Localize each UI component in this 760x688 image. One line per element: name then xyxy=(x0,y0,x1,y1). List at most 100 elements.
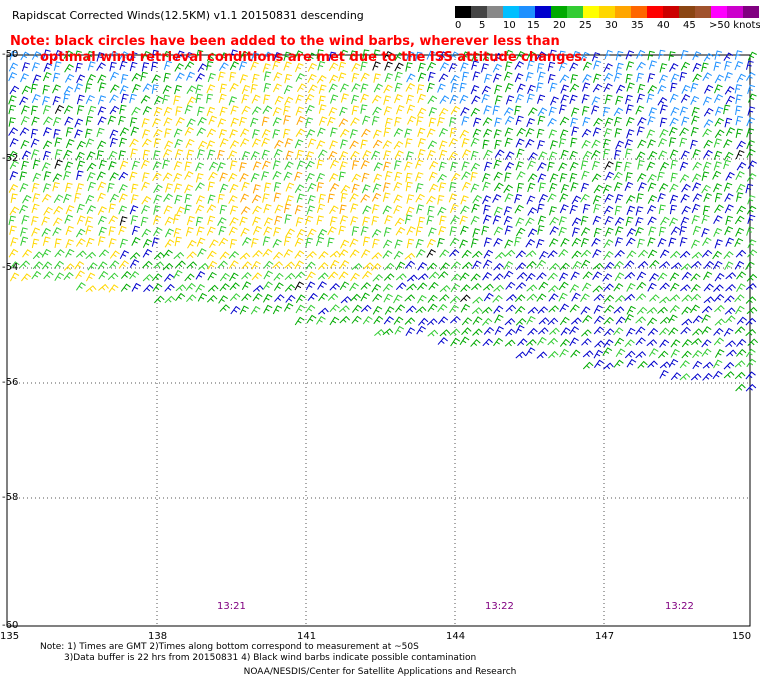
wind-barb xyxy=(504,172,512,182)
wind-barb xyxy=(120,270,132,279)
wind-barb xyxy=(669,117,679,127)
wind-barb xyxy=(701,348,712,357)
wind-barb xyxy=(262,105,273,114)
wind-barb xyxy=(307,228,317,238)
wind-barb xyxy=(569,161,579,171)
wind-barb xyxy=(338,249,349,258)
wind-barb xyxy=(580,160,588,170)
wind-barb xyxy=(536,203,545,214)
wind-barb xyxy=(219,283,230,292)
wind-barb xyxy=(64,214,73,224)
wind-barb xyxy=(559,129,569,139)
wind-barb xyxy=(173,160,183,171)
wind-barb xyxy=(252,225,262,235)
wind-barb xyxy=(624,181,634,191)
wind-barb xyxy=(86,74,96,84)
wind-barb xyxy=(108,284,119,293)
wind-barb xyxy=(351,304,362,313)
wind-barb xyxy=(404,317,416,325)
wind-barb xyxy=(460,62,469,72)
wind-barb xyxy=(592,271,603,280)
wind-barb xyxy=(558,248,569,258)
wind-barb xyxy=(559,74,570,83)
wind-barb xyxy=(86,171,96,182)
wind-barb xyxy=(493,337,504,347)
note-line-1: Note: black circles have been added to t… xyxy=(10,34,560,49)
wind-barb xyxy=(164,295,176,304)
wind-barb xyxy=(670,172,678,183)
wind-barb xyxy=(119,250,130,260)
wind-barb xyxy=(504,161,515,171)
legend-swatch xyxy=(519,6,535,18)
wind-barb xyxy=(384,306,395,315)
wind-barb xyxy=(493,262,504,271)
wind-barb xyxy=(504,249,516,258)
wind-barb xyxy=(284,261,295,269)
wind-barb xyxy=(604,304,615,314)
wind-barb xyxy=(681,84,691,94)
wind-barb xyxy=(360,304,372,313)
wind-barb xyxy=(184,126,194,136)
wind-barb xyxy=(735,115,744,126)
wind-barb xyxy=(536,293,547,302)
longitude-label: 147 xyxy=(595,631,615,642)
wind-barb xyxy=(569,284,580,293)
wind-barb xyxy=(437,195,445,205)
wind-barb xyxy=(19,204,29,214)
wind-barb xyxy=(604,117,614,127)
wind-barb xyxy=(373,173,383,183)
wind-barb xyxy=(449,226,458,236)
wind-barb xyxy=(569,337,579,347)
wind-barb xyxy=(394,217,405,227)
wind-barb xyxy=(272,305,283,315)
wind-barb xyxy=(582,150,593,160)
wind-barb xyxy=(723,182,733,192)
wind-barb xyxy=(593,117,603,127)
wind-barb xyxy=(659,117,668,128)
wind-barb xyxy=(637,83,646,94)
wind-barb xyxy=(42,236,51,246)
wind-barb xyxy=(637,238,645,249)
wind-barb xyxy=(351,183,360,194)
wind-barb xyxy=(284,96,294,106)
wind-barb xyxy=(514,193,523,204)
wind-barb xyxy=(349,238,359,248)
legend-swatch xyxy=(631,6,647,18)
wind-barb xyxy=(305,151,315,161)
wind-barb xyxy=(130,215,139,225)
wind-barb xyxy=(451,172,461,182)
wind-barb xyxy=(262,236,271,246)
wind-barb xyxy=(328,106,338,117)
wind-barb xyxy=(481,225,489,236)
wind-barb xyxy=(349,282,359,292)
wind-barb xyxy=(734,215,745,225)
wind-barb xyxy=(547,61,556,72)
wind-barb xyxy=(406,104,416,114)
wind-barb xyxy=(549,327,560,335)
wind-barb xyxy=(470,183,480,193)
wind-barb xyxy=(637,117,647,126)
wind-barb xyxy=(86,205,96,215)
wind-barb xyxy=(734,50,743,60)
wind-barb xyxy=(141,138,152,148)
wind-barb xyxy=(351,315,362,324)
wind-barb xyxy=(85,225,94,235)
wind-barb xyxy=(219,83,227,94)
wind-barb xyxy=(152,161,162,171)
wind-barb xyxy=(591,237,601,247)
wind-barb xyxy=(437,237,445,248)
wind-barb xyxy=(76,74,86,84)
wind-barb xyxy=(316,172,325,182)
wind-barb xyxy=(558,281,569,291)
wind-barb xyxy=(723,139,733,149)
wind-barb xyxy=(471,203,480,213)
wind-barb xyxy=(65,205,75,215)
wind-barb xyxy=(252,73,260,84)
wind-barb xyxy=(690,260,702,268)
wind-barb xyxy=(559,303,569,313)
wind-barb xyxy=(371,229,382,238)
wind-barb xyxy=(668,237,677,247)
wind-barb xyxy=(428,171,438,181)
wind-barb xyxy=(592,127,602,137)
wind-barb xyxy=(329,316,340,326)
